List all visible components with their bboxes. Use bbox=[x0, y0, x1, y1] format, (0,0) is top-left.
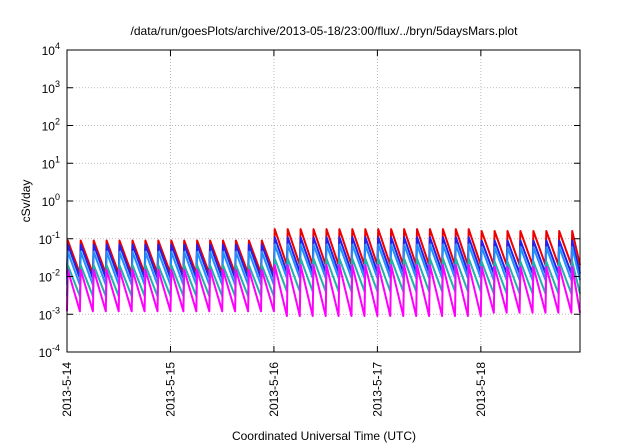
y-tick-label: 101 bbox=[42, 154, 60, 171]
series-line-5 bbox=[66, 264, 581, 317]
grid-lines bbox=[67, 50, 580, 352]
y-tick-label: 100 bbox=[42, 192, 60, 209]
x-tick-label: 2013-5-15 bbox=[163, 362, 177, 417]
x-tick-label: 2013-5-16 bbox=[267, 362, 281, 417]
x-tick-label: 2013-5-18 bbox=[474, 362, 488, 417]
y-tick-label: 104 bbox=[42, 41, 60, 58]
y-tick-label: 10-1 bbox=[39, 230, 60, 247]
y-tick-label: 103 bbox=[42, 79, 60, 96]
x-tick-label: 2013-5-14 bbox=[60, 362, 74, 417]
x-tick-label: 2013-5-17 bbox=[370, 362, 384, 417]
axis-ticks: 10-4 10-3 10-2 10-1 100 101 102 103 104 2013-5-14… bbox=[39, 41, 580, 417]
y-tick-label: 10-4 bbox=[39, 343, 60, 360]
chart-title: /data/run/goesPlots/archive/2013-05-18/2… bbox=[131, 24, 519, 38]
x-axis-label: Coordinated Universal Time (UTC) bbox=[232, 429, 416, 443]
series-group bbox=[66, 228, 581, 317]
y-tick-label: 10-3 bbox=[39, 305, 60, 322]
y-tick-label: 10-2 bbox=[39, 268, 60, 285]
y-axis-label: cSv/day bbox=[19, 180, 33, 223]
y-tick-label: 102 bbox=[42, 117, 60, 134]
